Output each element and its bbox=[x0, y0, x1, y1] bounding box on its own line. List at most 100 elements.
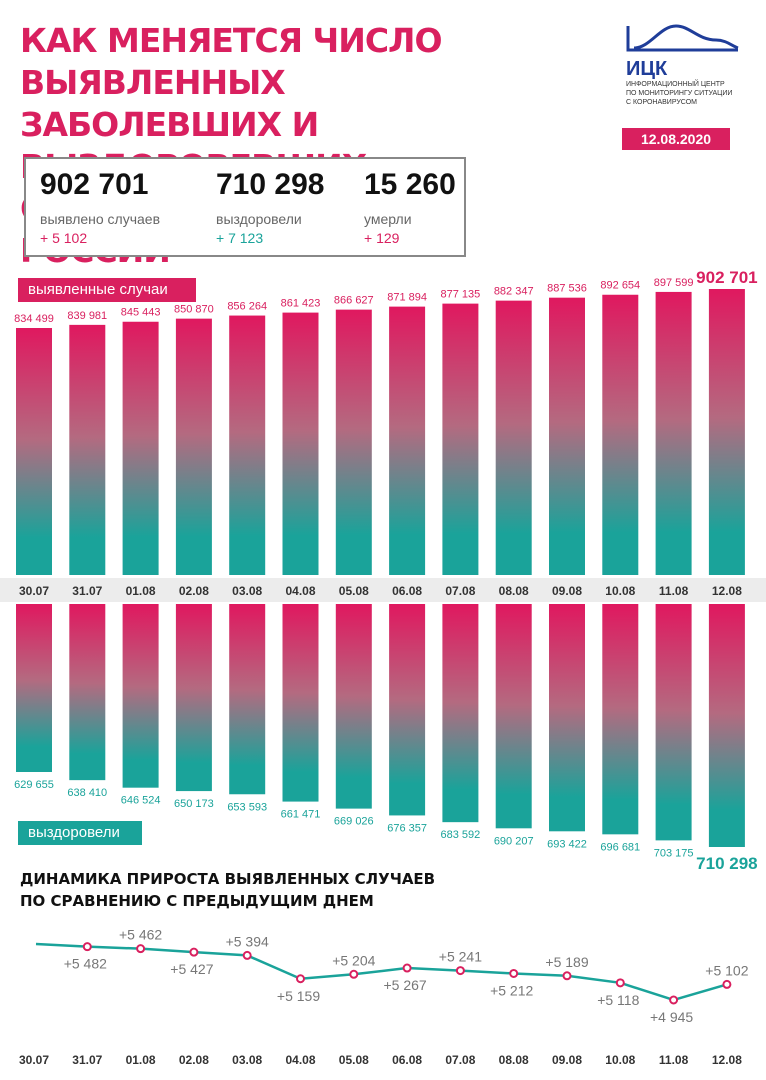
cases-value-label: 845 443 bbox=[121, 307, 161, 319]
cases-bar bbox=[389, 306, 426, 575]
recovered-bar bbox=[602, 604, 639, 835]
increase-value-label: +5 241 bbox=[439, 949, 482, 965]
cases-bar bbox=[495, 300, 532, 575]
increase-point bbox=[349, 969, 359, 979]
cases-value-label: 887 536 bbox=[547, 283, 587, 295]
cases-bar bbox=[282, 312, 319, 575]
cases-value-label: 897 599 bbox=[654, 277, 694, 289]
cases-value-label: 892 654 bbox=[600, 280, 640, 292]
cases-value-label: 850 870 bbox=[174, 304, 214, 316]
recovered-bar bbox=[655, 604, 692, 841]
date-tick-label: 02.08 bbox=[179, 584, 209, 598]
increase-value-label: +5 212 bbox=[490, 982, 533, 998]
recovered-bar bbox=[122, 604, 159, 788]
date-tick-label: 09.08 bbox=[552, 584, 582, 598]
cases-label: выявлено случаев bbox=[40, 211, 161, 227]
cases-value-label: 902 701 bbox=[696, 268, 757, 287]
date-tick-label: 31.07 bbox=[72, 584, 102, 598]
recovered-value-label: 710 298 bbox=[696, 854, 757, 873]
deaths-label: умерли bbox=[364, 211, 412, 227]
date-tick-label: 06.08 bbox=[392, 584, 422, 598]
increase-value-label: +5 189 bbox=[545, 954, 588, 970]
cases-value-label: 834 499 bbox=[14, 313, 54, 325]
line-date-tick-label: 30.07 bbox=[19, 1053, 49, 1067]
ick-logo-icon bbox=[626, 24, 739, 52]
cases-bar bbox=[122, 321, 159, 575]
line-date-tick-label: 01.08 bbox=[126, 1053, 156, 1067]
recovered-value-label: 676 357 bbox=[387, 822, 427, 834]
recovered-bar bbox=[16, 604, 52, 772]
increase-line bbox=[35, 942, 728, 1002]
logo-caption-line: ИНФОРМАЦИОННЫЙ ЦЕНТР bbox=[626, 81, 725, 88]
increase-point bbox=[242, 950, 252, 960]
increase-value-label: +5 204 bbox=[332, 952, 375, 968]
line-date-tick-label: 06.08 bbox=[392, 1053, 422, 1067]
recovered-bar bbox=[708, 604, 745, 847]
logo-name: ИЦК bbox=[626, 58, 668, 80]
stat-cases: 902 701 выявлено случаев + 5 102 bbox=[40, 167, 160, 247]
increase-point bbox=[722, 979, 732, 989]
cases-bar bbox=[708, 289, 745, 575]
line-title-line: ДИНАМИКА ПРИРОСТА ВЫЯВЛЕННЫХ СЛУЧАЕВ bbox=[20, 870, 436, 888]
line-date-tick-label: 08.08 bbox=[499, 1053, 529, 1067]
date-tick-label: 12.08 bbox=[712, 584, 742, 598]
recovered-value-label: 638 410 bbox=[67, 787, 107, 799]
increase-value-label: +5 118 bbox=[597, 992, 639, 1008]
increase-value-label: +5 462 bbox=[119, 927, 162, 943]
recovered-value-label: 661 471 bbox=[281, 809, 321, 821]
increase-point bbox=[509, 968, 519, 978]
recovered-tag: выздоровели bbox=[18, 821, 142, 845]
increase-value-label: +5 482 bbox=[64, 956, 107, 972]
cases-bar bbox=[229, 315, 266, 575]
logo-caption: ИНФОРМАЦИОННЫЙ ЦЕНТР ПО МОНИТОРИНГУ СИТУ… bbox=[626, 80, 746, 107]
recovered-bar bbox=[229, 604, 266, 795]
date-tick-label: 01.08 bbox=[126, 584, 156, 598]
date-tick-label: 05.08 bbox=[339, 584, 369, 598]
increase-value-label: +5 427 bbox=[170, 961, 213, 977]
increase-point bbox=[669, 995, 679, 1005]
increase-point bbox=[615, 978, 625, 988]
recovered-bar bbox=[69, 604, 106, 781]
recovered-value-label: 646 524 bbox=[121, 795, 161, 807]
recovered-bar bbox=[442, 604, 479, 823]
date-tick-label: 30.07 bbox=[19, 584, 49, 598]
recovered-value-label: 690 207 bbox=[494, 835, 534, 847]
cases-bar bbox=[175, 318, 212, 575]
recovered-value: 710 298 bbox=[216, 168, 325, 201]
recovered-value-label: 650 173 bbox=[174, 798, 214, 810]
date-band bbox=[0, 578, 766, 602]
recovered-bar bbox=[175, 604, 212, 792]
stat-deaths: 15 260 умерли + 129 bbox=[364, 167, 456, 247]
line-date-tick-label: 04.08 bbox=[285, 1053, 315, 1067]
increase-point bbox=[82, 942, 92, 952]
line-date-tick-label: 09.08 bbox=[552, 1053, 582, 1067]
cases-value-label: 877 135 bbox=[441, 289, 481, 301]
recovered-value-label: 683 592 bbox=[441, 829, 481, 841]
increase-value-label: +5 102 bbox=[705, 962, 748, 978]
recovered-value-label: 693 422 bbox=[547, 838, 587, 850]
line-title-line: ПО СРАВНЕНИЮ С ПРЕДЫДУЩИМ ДНЕМ bbox=[20, 892, 374, 910]
deaths-delta: + 129 bbox=[364, 230, 400, 246]
logo-caption-line: ПО МОНИТОРИНГУ СИТУАЦИИ bbox=[626, 90, 733, 97]
date-tick-label: 11.08 bbox=[659, 584, 689, 598]
recovered-value-label: 703 175 bbox=[654, 847, 694, 859]
summary-box: 902 701 выявлено случаев + 5 102 710 298… bbox=[24, 157, 466, 257]
increase-value-label: +5 394 bbox=[226, 933, 269, 949]
increase-value-label: +5 159 bbox=[277, 988, 320, 1004]
date-badge: 12.08.2020 bbox=[622, 128, 730, 150]
recovered-bar bbox=[549, 604, 585, 832]
recovered-label: выздоровели bbox=[216, 211, 302, 227]
line-date-tick-label: 05.08 bbox=[339, 1053, 369, 1067]
increase-point bbox=[136, 944, 146, 954]
increase-point bbox=[189, 947, 199, 957]
recovered-bar bbox=[282, 604, 319, 802]
recovered-value-label: 669 026 bbox=[334, 816, 374, 828]
increase-point bbox=[455, 966, 465, 976]
date-tick-label: 08.08 bbox=[499, 584, 529, 598]
cases-bar bbox=[549, 297, 585, 575]
recovered-bar bbox=[389, 604, 426, 816]
date-tick-label: 07.08 bbox=[445, 584, 475, 598]
cases-value: 902 701 bbox=[40, 168, 149, 201]
deaths-value: 15 260 bbox=[364, 168, 456, 201]
